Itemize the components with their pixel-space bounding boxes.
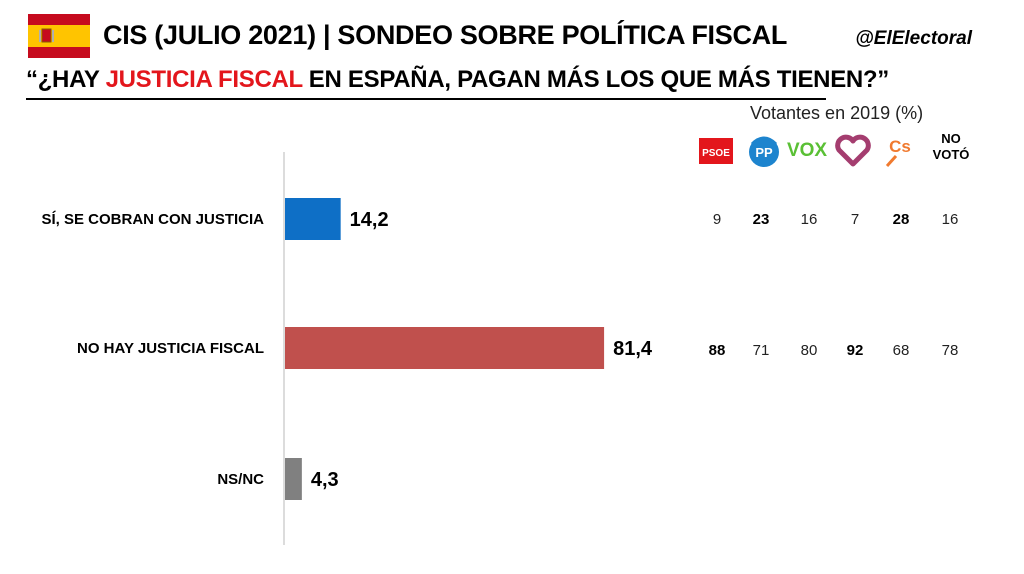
page-title: CIS (JULIO 2021) | SONDEO SOBRE POLÍTICA… bbox=[103, 20, 788, 50]
question-underline bbox=[26, 98, 826, 100]
bar bbox=[285, 458, 302, 500]
no-voto-header: NO VOTÓ bbox=[932, 131, 970, 162]
question-highlight: JUSTICIA FISCAL bbox=[105, 66, 303, 93]
spain-flag-icon bbox=[28, 14, 90, 58]
pp-logo-text: PP bbox=[755, 145, 773, 160]
breakdown-cell: 16 bbox=[800, 211, 818, 228]
breakdown-title: Votantes en 2019 (%) bbox=[750, 103, 924, 123]
pp-logo-icon: PP bbox=[742, 130, 788, 170]
bar bbox=[285, 327, 605, 369]
category-label: NO HAY JUSTICIA FISCAL bbox=[77, 340, 264, 357]
bar-series: 14,2 81,4 4,3 bbox=[285, 198, 653, 500]
breakdown-cell: 78 bbox=[941, 342, 959, 359]
bar-value-label: 14,2 bbox=[350, 209, 389, 231]
vox-logo-icon: VOX bbox=[785, 130, 831, 170]
breakdown-cell: 23 bbox=[752, 211, 770, 228]
breakdown-cell: 71 bbox=[752, 342, 770, 359]
breakdown-cell: 16 bbox=[941, 211, 959, 228]
psoe-logo-text: PSOE bbox=[702, 148, 730, 159]
breakdown-cell: 80 bbox=[800, 342, 818, 359]
cs-logo-icon: Cs bbox=[876, 130, 922, 170]
vox-logo-text: VOX bbox=[787, 140, 827, 161]
category-label: SÍ, SE COBRAN CON JUSTICIA bbox=[41, 211, 264, 228]
bar-value-label: 81,4 bbox=[613, 338, 653, 360]
psoe-logo-icon: PSOE bbox=[695, 130, 741, 170]
breakdown-cell: 88 bbox=[708, 342, 726, 359]
breakdown-cell: 92 bbox=[846, 342, 864, 359]
podemos-heart-icon bbox=[830, 130, 876, 170]
breakdown-cell: 7 bbox=[850, 211, 860, 228]
question-suffix: EN ESPAÑA, PAGAN MÁS LOS QUE MÁS TIENEN?… bbox=[302, 66, 890, 93]
survey-question: “¿HAY JUSTICIA FISCAL EN ESPAÑA, PAGAN M… bbox=[26, 66, 889, 94]
breakdown-cell: 28 bbox=[892, 211, 910, 228]
author-handle: @ElElectoral bbox=[855, 28, 972, 49]
breakdown-cell: 9 bbox=[712, 211, 722, 228]
bar bbox=[285, 198, 341, 240]
breakdown-cell: 68 bbox=[892, 342, 910, 359]
bar-value-label: 4,3 bbox=[311, 469, 339, 491]
cs-logo-text: Cs bbox=[889, 137, 911, 156]
question-prefix: “¿HAY bbox=[26, 66, 106, 93]
category-label: NS/NC bbox=[217, 471, 264, 488]
